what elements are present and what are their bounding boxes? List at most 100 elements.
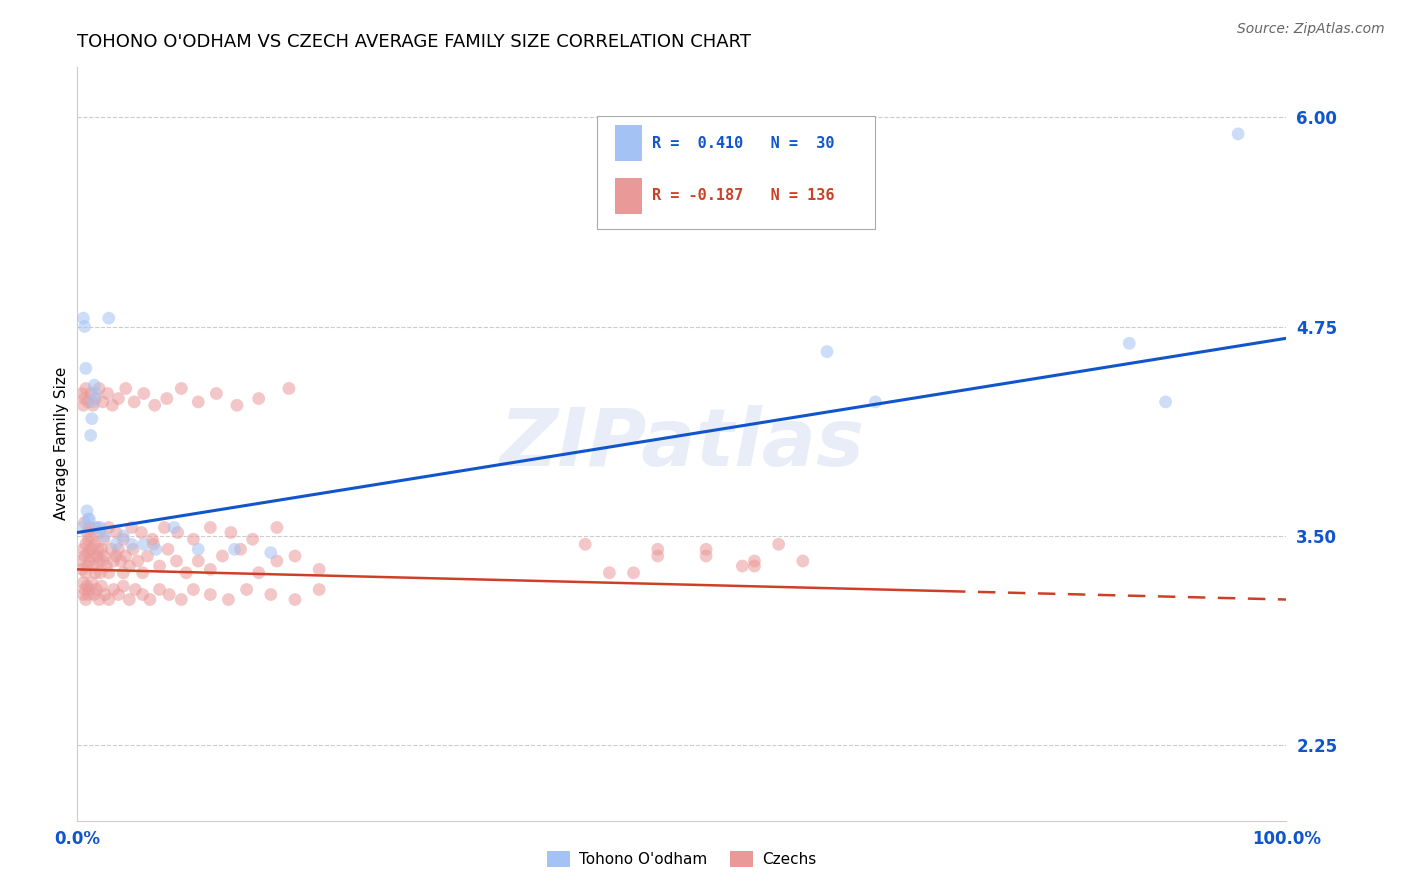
Point [83,378,105,392]
Point [260,588,283,602]
Point [86,549,108,563]
Point [148,559,170,574]
Point [77,395,100,409]
Point [84,520,107,534]
Point [768,537,790,551]
Point [87,525,110,540]
Point [93,549,115,563]
Point [142,537,165,551]
Point [865,395,887,409]
Point [187,395,209,409]
Text: Source: ZipAtlas.com: Source: ZipAtlas.com [1237,22,1385,37]
Point [96,386,118,401]
Point [82,559,104,574]
Point [70,562,93,576]
Point [247,392,270,406]
Point [87,520,110,534]
Point [166,525,188,540]
Point [574,537,596,551]
Point [136,549,159,563]
Point [174,566,197,580]
Point [73,582,96,597]
Point [183,582,205,597]
Point [598,566,620,580]
Point [242,533,264,547]
Point [110,554,132,568]
Point [73,392,96,406]
Point [121,537,143,551]
Point [93,533,115,547]
Point [260,546,283,560]
Point [79,512,101,526]
Point [187,542,209,557]
Point [75,592,97,607]
Point [266,520,288,534]
Point [80,575,103,590]
Point [70,386,93,401]
Point [97,520,120,534]
Point [91,554,114,568]
Point [91,395,114,409]
Point [200,562,222,576]
Point [103,554,125,568]
Point [82,398,104,412]
Point [145,542,167,557]
Point [87,592,110,607]
Point [97,566,120,580]
Point [112,566,135,580]
Point [73,319,96,334]
Point [139,592,162,607]
Point [229,542,252,557]
Point [72,542,94,557]
Point [112,533,135,547]
Point [219,525,242,540]
Point [79,542,101,557]
FancyBboxPatch shape [598,116,876,229]
Point [77,533,100,547]
Point [132,386,155,401]
Point [75,361,97,376]
Point [103,582,125,597]
Point [226,398,249,412]
Text: ZIPatlas: ZIPatlas [499,405,865,483]
Point [127,554,149,568]
Point [70,554,93,568]
Point [143,398,166,412]
Point [118,559,141,574]
Point [73,516,96,530]
Point [121,520,143,534]
Point [157,542,180,557]
Point [278,382,301,396]
Point [647,542,669,557]
Point [97,311,120,326]
Point [308,582,330,597]
Point [79,386,101,401]
Point [72,398,94,412]
Point [73,549,96,563]
Point [131,525,153,540]
Point [211,549,233,563]
Point [156,392,179,406]
Point [80,533,103,547]
Point [83,588,105,602]
Point [170,382,193,396]
Point [89,520,111,534]
Point [200,520,222,534]
Point [80,411,103,425]
Point [76,579,98,593]
Point [153,520,176,534]
Point [89,566,111,580]
Point [75,382,97,396]
Point [79,520,101,534]
Point [82,395,104,409]
Point [131,588,153,602]
Point [70,520,93,534]
Point [235,582,257,597]
Point [157,588,180,602]
Point [72,311,94,326]
Point [107,588,129,602]
Point [77,546,100,560]
Point [118,592,141,607]
Point [80,549,103,563]
Point [792,554,814,568]
